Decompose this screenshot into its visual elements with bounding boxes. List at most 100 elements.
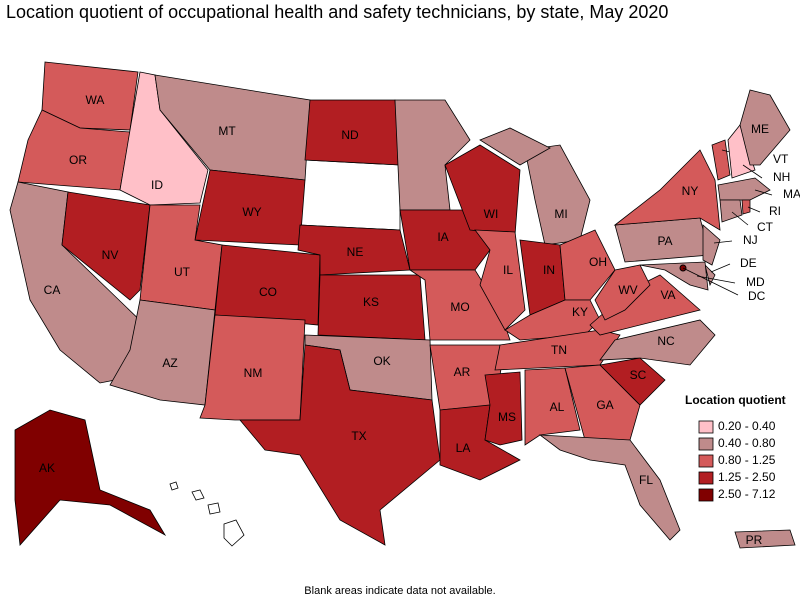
- state: MA: [717, 177, 800, 201]
- state-shape: [239, 344, 441, 546]
- state-shape: [524, 367, 581, 446]
- state-label: CA: [44, 283, 61, 297]
- legend-label: 0.80 - 1.25: [718, 453, 776, 467]
- state-label: IN: [543, 263, 555, 277]
- legend-swatch: [698, 488, 714, 502]
- state-label: MD: [746, 275, 765, 289]
- state: NM: [199, 314, 306, 421]
- state-label: IL: [503, 263, 513, 277]
- state: WA: [41, 61, 139, 131]
- leader-line: [754, 189, 773, 196]
- state-shape: [711, 139, 731, 181]
- state-shape: [564, 364, 641, 441]
- state: RI: [741, 199, 781, 218]
- hawaii-blank: [169, 481, 245, 547]
- state: NE: [297, 224, 411, 276]
- state-label: FL: [639, 473, 653, 487]
- state: PR: [734, 529, 796, 549]
- state-label: OK: [373, 354, 390, 368]
- state-label: NM: [244, 366, 263, 380]
- state-shape: [599, 319, 716, 366]
- state-shape: [599, 357, 666, 406]
- state: AL: [524, 367, 581, 446]
- state: MT: [154, 74, 311, 181]
- state: WV: [594, 264, 651, 321]
- state-shape: [639, 261, 709, 291]
- state-shape: [484, 371, 523, 446]
- state-shape: [109, 299, 216, 406]
- state: KY: [504, 299, 601, 341]
- leader-line: [713, 240, 733, 244]
- state-label: TN: [551, 343, 567, 357]
- state-label: IA: [437, 230, 448, 244]
- state-shape: [14, 409, 167, 546]
- state-label: AR: [454, 365, 471, 379]
- state-label: ID: [151, 178, 163, 192]
- state: TX: [239, 344, 441, 546]
- state-shape: [741, 199, 751, 215]
- state: NY: [613, 149, 721, 231]
- state-label: WY: [242, 205, 261, 219]
- state-label: KS: [363, 295, 379, 309]
- state-label: MS: [498, 410, 516, 424]
- state-shape: [719, 199, 743, 223]
- state-label: ME: [751, 122, 769, 136]
- state-label: AZ: [162, 356, 177, 370]
- state-shape: [594, 264, 651, 321]
- state-label: NC: [657, 334, 675, 348]
- state-shape: [524, 144, 591, 246]
- leader-line: [710, 263, 731, 273]
- state-label: AL: [550, 400, 565, 414]
- state-label: KY: [572, 305, 588, 319]
- state-label: DC: [748, 289, 766, 303]
- leader-line: [731, 211, 749, 226]
- state: KS: [317, 274, 426, 341]
- state-shape: [61, 191, 151, 301]
- state-label: TX: [351, 429, 366, 443]
- state-label: MA: [783, 187, 800, 201]
- state-label: SC: [630, 368, 647, 382]
- state: SC: [599, 357, 666, 406]
- state: ME: [739, 89, 791, 166]
- state-label: NY: [682, 184, 699, 198]
- state-label: MT: [218, 124, 236, 138]
- state-label: ND: [341, 128, 359, 142]
- state-shape-blank: [299, 159, 401, 231]
- state-shape: [717, 177, 771, 201]
- state-label: MI: [554, 207, 567, 221]
- state-shape: [41, 61, 139, 131]
- state: WI: [444, 144, 521, 236]
- state: CT: [719, 199, 774, 234]
- leader-line: [696, 275, 736, 284]
- state-label: MO: [450, 300, 469, 314]
- state-shape: [199, 314, 306, 421]
- state-label: WV: [618, 283, 637, 297]
- state-shape: [559, 229, 616, 301]
- state: ND: [304, 99, 401, 166]
- state-label: PR: [746, 533, 763, 547]
- state: GA: [564, 364, 641, 441]
- leader-line: [747, 206, 761, 213]
- state-label: RI: [769, 204, 781, 218]
- legend-label: 1.25 - 2.50: [718, 470, 776, 484]
- state-shape: [504, 299, 601, 341]
- legend-swatch: [698, 437, 714, 451]
- state: AZ: [109, 299, 216, 406]
- state-label: WA: [86, 93, 105, 107]
- legend-swatch: [698, 454, 714, 468]
- legend-label: 0.40 - 0.80: [718, 436, 776, 450]
- state-shape: [704, 263, 716, 287]
- state-label: PA: [657, 234, 672, 248]
- state: MI: [479, 127, 591, 246]
- state-shape: [734, 529, 796, 549]
- state: DE: [704, 256, 757, 287]
- state-label: NH: [773, 170, 790, 184]
- state: CO: [214, 244, 321, 326]
- state: NH: [727, 124, 790, 184]
- legend-label: 0.20 - 0.40: [718, 419, 776, 433]
- state-label: AK: [39, 461, 55, 475]
- state-shape: [739, 89, 791, 166]
- state-label: DE: [740, 256, 757, 270]
- state-label: WI: [484, 207, 499, 221]
